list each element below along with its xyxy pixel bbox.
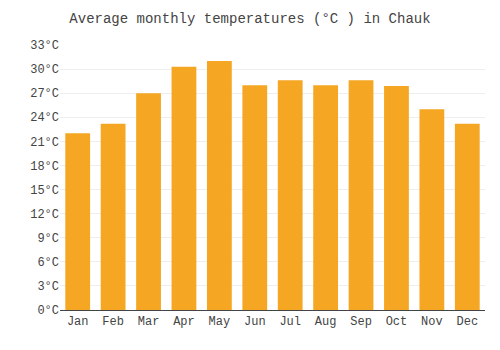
svg-text:Mar: Mar [138, 315, 160, 329]
svg-text:18°C: 18°C [30, 160, 59, 174]
svg-text:Feb: Feb [102, 315, 124, 329]
svg-text:Jul: Jul [279, 315, 301, 329]
svg-text:21°C: 21°C [30, 136, 59, 150]
svg-text:27°C: 27°C [30, 87, 59, 101]
svg-text:24°C: 24°C [30, 111, 59, 125]
svg-text:0°C: 0°C [37, 304, 59, 318]
svg-text:Aug: Aug [315, 315, 337, 329]
svg-text:6°C: 6°C [37, 256, 59, 270]
svg-text:Average monthly temperatures (: Average monthly temperatures (°C ) in Ch… [69, 11, 430, 27]
svg-text:Oct: Oct [386, 315, 408, 329]
svg-text:30°C: 30°C [30, 63, 59, 77]
svg-text:Dec: Dec [456, 315, 478, 329]
svg-text:3°C: 3°C [37, 280, 59, 294]
svg-text:33°C: 33°C [30, 39, 59, 53]
svg-text:9°C: 9°C [37, 232, 59, 246]
svg-text:Jun: Jun [244, 315, 266, 329]
svg-text:Apr: Apr [173, 315, 195, 329]
svg-text:15°C: 15°C [30, 184, 59, 198]
svg-text:12°C: 12°C [30, 208, 59, 222]
svg-text:Nov: Nov [421, 315, 443, 329]
svg-text:May: May [209, 315, 231, 329]
svg-text:Jan: Jan [67, 315, 89, 329]
svg-text:Sep: Sep [350, 315, 372, 329]
